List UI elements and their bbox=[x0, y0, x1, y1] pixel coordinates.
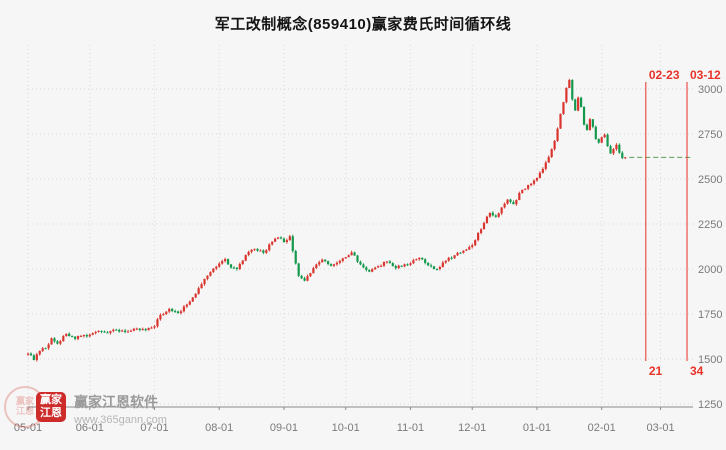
candles-layer bbox=[26, 78, 627, 362]
x-tick-label: 01-01 bbox=[523, 422, 551, 434]
watermark-text: 赢家江恩软件 www.365gann.com bbox=[74, 392, 167, 426]
x-tick-label: 07-01 bbox=[140, 422, 168, 434]
x-tick-label: 12-01 bbox=[458, 422, 486, 434]
fib-date-label: 03-12 bbox=[690, 68, 721, 82]
x-tick-label: 03-01 bbox=[646, 422, 674, 434]
x-tick-label: 10-01 bbox=[332, 422, 360, 434]
x-tick-label: 08-01 bbox=[205, 422, 233, 434]
fib-count-label: 21 bbox=[649, 364, 663, 378]
x-tick-label: 06-01 bbox=[76, 422, 104, 434]
watermark-url: www.365gann.com bbox=[74, 414, 167, 426]
x-tick-label: 09-01 bbox=[270, 422, 298, 434]
brand-logo-icon: 赢家 江恩 bbox=[36, 392, 66, 422]
y-tick-label: 1250 bbox=[698, 399, 722, 411]
y-tick-label: 2500 bbox=[698, 174, 722, 186]
y-tick-label: 2000 bbox=[698, 264, 722, 276]
y-tick-label: 1750 bbox=[698, 309, 722, 321]
chart-title: 军工改制概念(859410)赢家费氏时间循环线 bbox=[214, 16, 512, 33]
y-tick-label: 1500 bbox=[698, 354, 722, 366]
fib-date-label: 02-23 bbox=[649, 68, 680, 82]
seal-text: 赢家江恩 bbox=[15, 396, 34, 416]
annotations-layer: 02-23 21 03-12 34 bbox=[629, 68, 721, 378]
gridlines-layer bbox=[27, 45, 693, 405]
y-tick-label: 2750 bbox=[698, 129, 722, 141]
watermark-name: 赢家江恩软件 bbox=[74, 394, 158, 410]
logo-text-bottom: 江恩 bbox=[40, 407, 62, 419]
watermark: 赢家江恩 赢家 江恩 赢家江恩软件 www.365gann.com bbox=[2, 384, 232, 428]
fib-count-label: 34 bbox=[690, 364, 704, 378]
x-tick-label: 11-01 bbox=[397, 422, 424, 434]
logo-text-top: 赢家 bbox=[40, 394, 62, 407]
y-tick-label: 2250 bbox=[698, 219, 722, 231]
y-tick-label: 3000 bbox=[698, 84, 722, 96]
x-tick-label: 02-01 bbox=[588, 422, 616, 434]
